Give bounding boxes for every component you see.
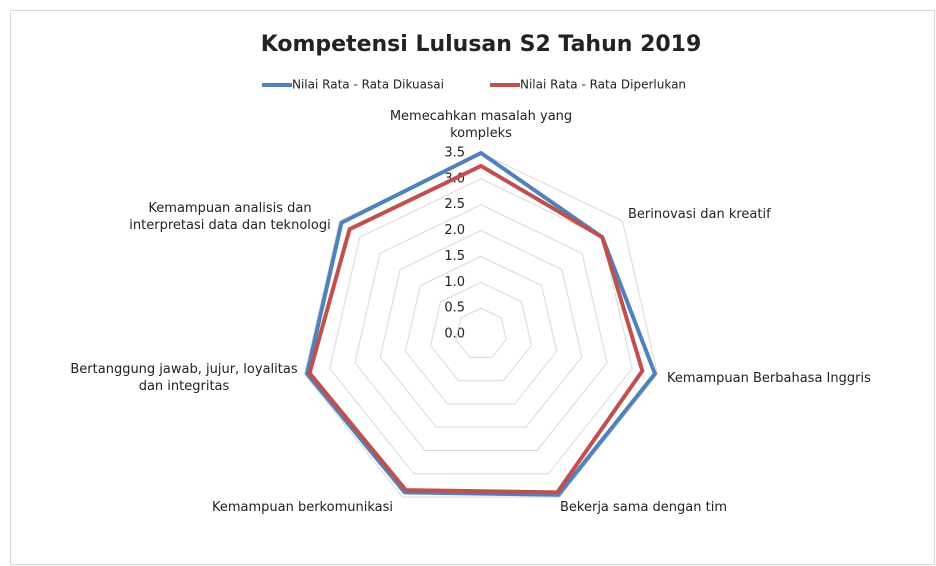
y-tick-label: 1.5 <box>444 249 465 264</box>
y-tick-label: 3.5 <box>444 146 465 161</box>
y-tick-label: 2.5 <box>444 197 465 212</box>
axis-label: Bertanggung jawab, jujur, loyalitas dan … <box>70 362 298 394</box>
legend-label: Nilai Rata - Rata Diperlukan <box>520 78 686 92</box>
grid-ring <box>430 281 532 382</box>
y-tick-label: 2.0 <box>444 223 465 238</box>
axis-label: Kemampuan Berbahasa Inggris <box>667 371 871 386</box>
y-tick-label: 0.5 <box>444 301 465 316</box>
chart-frame <box>10 10 935 565</box>
grid-ring <box>455 307 507 358</box>
axis-label: Berinovasi dan kreatif <box>628 207 771 222</box>
y-tick-label: 1.0 <box>444 275 465 290</box>
axis-label: Memecahkan masalah yang kompleks <box>389 109 573 141</box>
axis-label: Kemampuan analisis dan interpretasi data… <box>129 201 331 233</box>
axis-label: Bekerja sama dengan tim <box>560 500 727 515</box>
grid-ring <box>303 152 659 498</box>
grid-ring <box>404 255 558 405</box>
axis-label: Kemampuan berkomunikasi <box>211 500 393 515</box>
grid-ring <box>354 204 608 451</box>
y-tick-label: 0.0 <box>444 327 465 342</box>
series-line <box>307 163 645 495</box>
chart-title: Kompetensi Lulusan S2 Tahun 2019 <box>261 32 702 57</box>
grid-ring <box>379 230 583 428</box>
legend-label: Nilai Rata - Rata Dikuasai <box>292 78 444 92</box>
